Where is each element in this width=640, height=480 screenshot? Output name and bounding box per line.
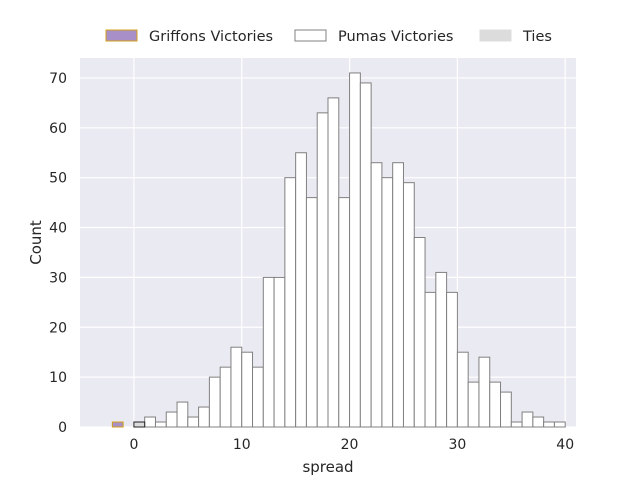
histogram-bar (338, 197, 351, 428)
x-tick-label: 0 (129, 437, 138, 453)
legend-swatch (479, 29, 512, 42)
histogram-bar (219, 366, 232, 428)
histogram-bar (424, 291, 437, 428)
y-tick-label: 0 (58, 420, 67, 436)
histogram-bar (273, 276, 286, 428)
histogram-bar (435, 271, 448, 428)
histogram-bar (198, 406, 210, 428)
histogram-bar (165, 411, 178, 428)
histogram-bar (532, 416, 545, 428)
y-tick-label: 60 (49, 121, 67, 137)
histogram-bar (500, 391, 512, 428)
histogram-bars (111, 72, 566, 428)
y-tick-label: 50 (49, 171, 67, 187)
y-tick-labels: 0 10 20 30 40 50 60 70 (49, 71, 67, 436)
histogram-bar (402, 182, 415, 428)
y-tick-label: 20 (49, 320, 67, 336)
histogram-bar (187, 416, 200, 428)
histogram-bar (521, 411, 534, 428)
legend-swatch (105, 29, 138, 42)
y-tick-label: 40 (49, 221, 67, 237)
histogram-bar (327, 97, 340, 428)
legend-swatch (294, 29, 327, 42)
legend: Griffons Victories Pumas Victories Ties (105, 29, 552, 45)
histogram-bar (241, 351, 254, 428)
histogram-bar (230, 346, 243, 428)
histogram-bar (489, 381, 502, 428)
histogram-bar (446, 291, 458, 428)
histogram-bar (381, 177, 394, 428)
histogram-bar (359, 82, 372, 428)
x-tick-labels: 0 10 20 30 40 (129, 437, 574, 453)
x-axis-label: spread (302, 458, 353, 476)
histogram-bar (305, 197, 318, 428)
histogram-bar (392, 162, 404, 428)
histogram-bar (543, 421, 555, 428)
histogram-bar (456, 351, 469, 428)
histogram-bar (478, 356, 491, 428)
histogram-bar (252, 366, 264, 428)
legend-label: Pumas Victories (338, 29, 453, 45)
histogram-bar (295, 152, 307, 428)
y-tick-label: 30 (49, 270, 67, 286)
histogram-bar (144, 416, 156, 428)
legend-label: Ties (522, 29, 552, 45)
histogram-bar (316, 112, 329, 428)
histogram-bar (262, 276, 275, 428)
x-tick-label: 40 (556, 437, 574, 453)
histogram-bar (553, 421, 566, 428)
histogram-bar (111, 421, 124, 428)
x-tick-label: 30 (448, 437, 466, 453)
y-tick-label: 70 (49, 71, 67, 87)
histogram-bar (467, 381, 480, 428)
histogram-bar (154, 421, 167, 428)
histogram-bar (133, 421, 146, 428)
x-tick-label: 10 (233, 437, 251, 453)
histogram-bar (284, 177, 297, 428)
y-axis-label: Count (27, 220, 45, 265)
histogram-bar (349, 72, 361, 428)
x-tick-label: 20 (341, 437, 359, 453)
histogram-bar (413, 237, 426, 428)
histogram-bar (208, 376, 221, 428)
histogram-bar (176, 401, 189, 428)
histogram-bar (510, 421, 523, 428)
histogram-bar (370, 162, 383, 428)
y-tick-label: 10 (49, 370, 67, 386)
legend-label: Griffons Victories (149, 29, 273, 45)
